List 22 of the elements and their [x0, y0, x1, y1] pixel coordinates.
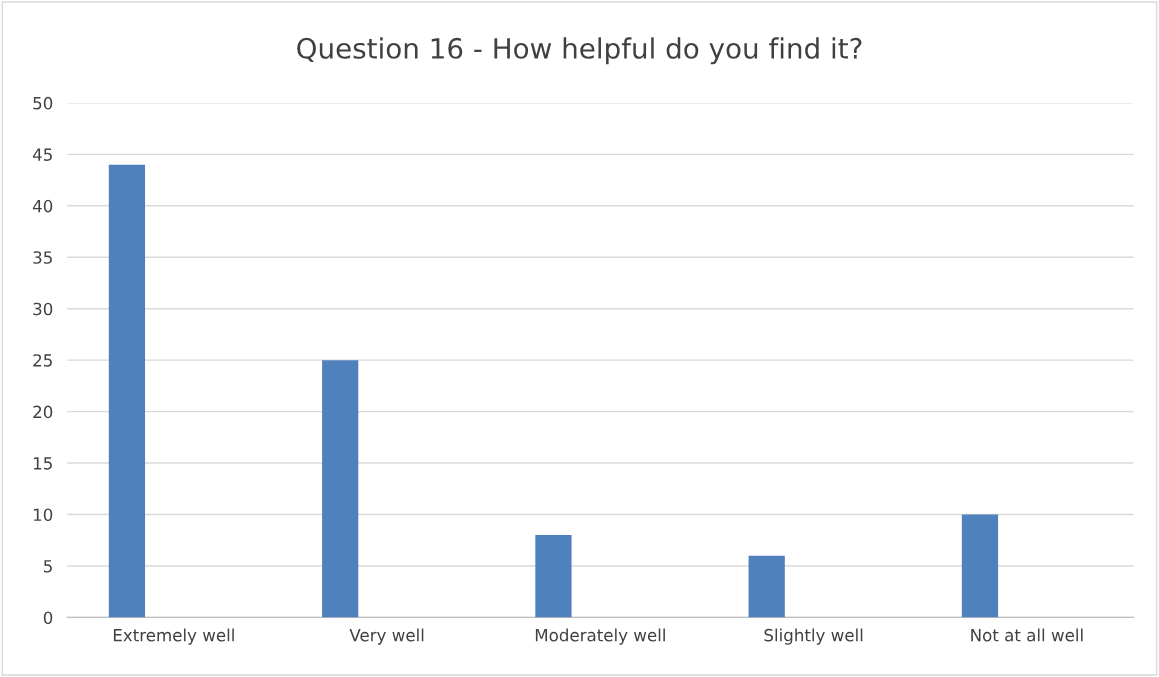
y-tick-label: 5 — [44, 560, 52, 573]
bar — [535, 535, 572, 618]
y-tick-label: 0 — [43, 611, 53, 624]
chart-title: Question 16 - How helpful do you find it? — [297, 37, 862, 65]
y-tick-label: 35 — [33, 251, 52, 264]
y-tick-label: 50 — [33, 96, 53, 110]
x-tick-label: Extremely well — [113, 628, 234, 645]
bar — [961, 514, 999, 618]
x-tick-label: Moderately well — [535, 628, 665, 645]
bar — [322, 360, 359, 618]
y-tick-label: 20 — [33, 405, 53, 419]
x-tick-label: Slightly well — [764, 628, 863, 645]
bar — [108, 164, 146, 618]
x-tick-label: Very well — [349, 628, 424, 645]
x-tick-label: Not at all well — [971, 628, 1083, 642]
y-tick-label: 25 — [33, 354, 52, 367]
y-tick-label: 30 — [33, 302, 53, 316]
y-tick-label: 15 — [33, 457, 52, 470]
y-tick-label: 10 — [33, 508, 53, 522]
bar — [748, 555, 785, 618]
y-tick-label: 40 — [32, 199, 53, 213]
y-tick-label: 45 — [32, 148, 52, 161]
